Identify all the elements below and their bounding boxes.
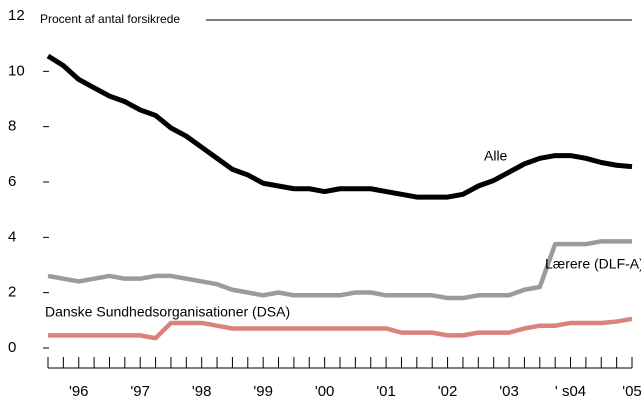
series-label: Alle: [484, 148, 508, 164]
y-tick-label: 4: [8, 228, 16, 245]
series-label: Danske Sundhedsorganisationer (DSA): [45, 304, 290, 320]
x-tick-label: '03: [499, 383, 519, 400]
y-tick-label: 10: [8, 62, 25, 79]
y-tick-label: 0: [8, 339, 16, 356]
x-tick-label: '96: [69, 383, 89, 400]
y-tick-label: 6: [8, 173, 16, 190]
x-tick-label: '00: [315, 383, 335, 400]
x-tick-label: '05: [622, 383, 641, 400]
series-line: [47, 239, 632, 301]
x-tick-label: ' s04: [555, 383, 586, 400]
y-axis-label: Procent af antal forsikrede: [40, 12, 180, 26]
x-tick-label: '01: [376, 383, 396, 400]
x-tick-label: '97: [130, 383, 150, 400]
y-tick-label: 8: [8, 118, 16, 135]
x-tick-label: '98: [192, 383, 212, 400]
x-tick-label: '99: [253, 383, 273, 400]
x-tick-label: '02: [438, 383, 458, 400]
series-label: Lærere (DLF-A): [545, 256, 641, 272]
y-tick-label: 12: [8, 7, 25, 24]
y-tick-label: 2: [8, 284, 16, 301]
series-line: [46, 53, 633, 200]
series-line: [48, 316, 633, 341]
